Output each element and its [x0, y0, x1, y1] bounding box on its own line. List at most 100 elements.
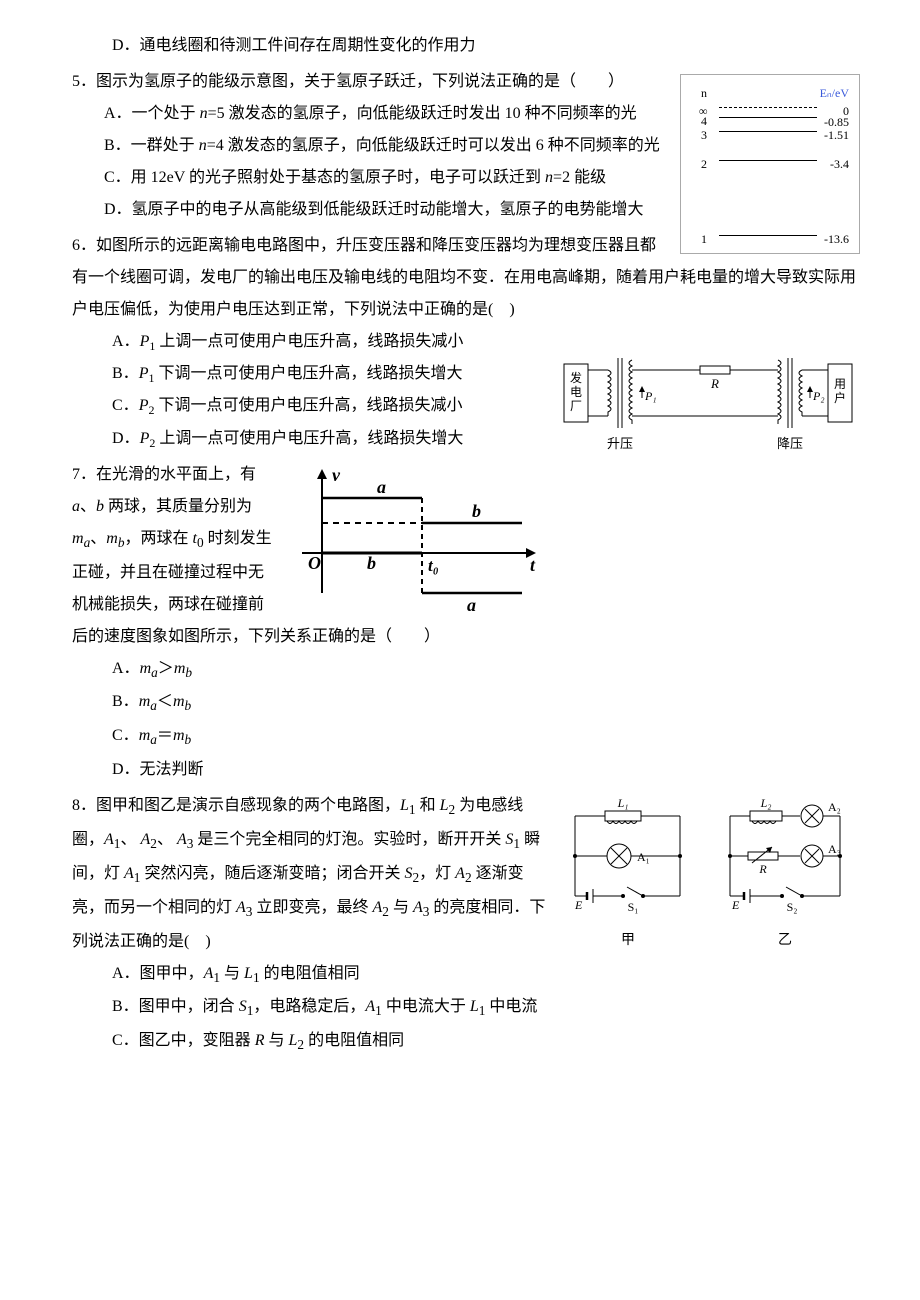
q7-option-d: D．无法判断: [72, 754, 552, 786]
q6c-P: P: [139, 397, 149, 414]
q4-option-d: D．通电线圈和待测工件间存在周期性变化的作用力: [72, 30, 860, 62]
q8-m5: 突然闪亮，随后逐渐变暗；闭合开关: [140, 865, 404, 882]
q7-option-c: C．ma＝mb: [72, 720, 552, 754]
svg-plant2: 电: [570, 385, 582, 399]
lvl-1-n: 1: [701, 227, 707, 251]
q5c-mid: =2 能级: [553, 169, 606, 186]
svg-text:t: t: [530, 555, 536, 575]
lvl-3-n: 3: [701, 123, 707, 147]
q8a-pre: A．图甲中，: [112, 965, 204, 982]
q5c-n: n: [545, 169, 553, 186]
q8c-post: 的电阻值相同: [304, 1032, 404, 1049]
q8c-mid: 与: [264, 1032, 288, 1049]
svg-text:A₁: A₁: [637, 850, 650, 864]
q5a-pre: A．一个处于: [104, 105, 200, 122]
svg-text:b: b: [367, 553, 376, 573]
q5: n Eₙ/eV ∞ 0 4 -0.85 3 -1.51 2 -3.4 1 -13…: [72, 66, 860, 226]
lvl-1-line: [719, 235, 817, 236]
q7-pre: 7．在光滑的水平面上，有: [72, 466, 256, 483]
q6d-post: 上调一点可使用户电压升高，线路损失增大: [155, 430, 463, 447]
q8b-post: 中电流: [485, 998, 537, 1015]
q8-m8: 立即变亮，最终: [252, 899, 372, 916]
q7b-pre: B．: [112, 693, 139, 710]
q8-m3: 是三个完全相同的灯泡。实验时，断开开关: [193, 831, 505, 848]
q7a-pre: A．: [112, 660, 140, 677]
q7-a: a: [72, 498, 80, 515]
q5b-mid: =4 激发态的氢原子，向低能级跃迁时可以发出 6 种不同频率的光: [207, 137, 660, 154]
lvl-4-line: [719, 117, 817, 118]
q8c-R: R: [255, 1032, 265, 1049]
lvl-3-line: [719, 131, 817, 132]
q6b-P: P: [139, 365, 149, 382]
q7-b: b: [96, 498, 104, 515]
svg-plant1: 发: [570, 370, 582, 385]
q6c-pre: C．: [112, 397, 139, 414]
lvl-inf-line: [719, 107, 817, 108]
q6d-P: P: [140, 430, 150, 447]
svg-plant3: 厂: [570, 399, 582, 413]
self-inductance-circuits: L₁ S₁ E: [560, 796, 860, 956]
q8c-pre: C．图乙中，变阻器: [112, 1032, 255, 1049]
svg-text:S₁: S₁: [628, 900, 639, 914]
svg-text:L₁: L₁: [617, 796, 629, 810]
q6: 6．如图所示的远距离输电电路图中，升压变压器和降压变压器均为理想变压器且都有一个…: [72, 230, 860, 455]
q8-pre: 8．图甲和图乙是演示自感现象的两个电路图，: [72, 797, 400, 814]
lvl-1-E: -13.6: [824, 227, 849, 251]
q7-m2: 两球，其质量分别为: [104, 498, 252, 515]
svg-text:P₂: P₂: [812, 389, 825, 403]
svg-text:R: R: [758, 862, 767, 876]
svg-text:P₁: P₁: [644, 389, 657, 403]
q8-option-b: B．图甲中，闭合 S1，电路稳定后，A1 中电流大于 L1 中电流: [72, 991, 860, 1025]
q8-option-c: C．图乙中，变阻器 R 与 L2 的电阻值相同: [72, 1025, 860, 1059]
q8-m9: 与: [389, 899, 413, 916]
velocity-diagram-wrap: v t O a a b b t₀ 线: [274, 459, 552, 613]
svg-text:乙: 乙: [778, 932, 792, 948]
lvl-2-E: -3.4: [830, 152, 849, 176]
svg-text:E: E: [574, 898, 583, 912]
svg-text:升压: 升压: [607, 436, 633, 451]
svg-text:降压: 降压: [777, 436, 803, 451]
q7-option-a: A．ma＞mb: [72, 653, 552, 687]
velocity-graph: v t O a a b b t₀: [282, 463, 552, 613]
q8b-m2: 中电流大于: [382, 998, 470, 1015]
transformer-diagram: 发 电 厂 P₁ R: [560, 330, 860, 460]
q8a-mid: 与: [220, 965, 244, 982]
q6a-P: P: [140, 333, 150, 350]
svg-text:用: 用: [834, 377, 846, 391]
svg-text:a: a: [467, 595, 476, 613]
q8b-m1: ，电路稳定后，: [253, 998, 365, 1015]
q7: v t O a a b b t₀ 线 7．在光滑的水平面上，有 a、b: [72, 459, 552, 786]
q8-m2c: 、: [157, 831, 177, 848]
q7-m3: 、: [90, 530, 106, 547]
q5c-pre: C．用 12eV 的光子照射处于基态的氢原子时，电子可以跃迁到: [104, 169, 545, 186]
q6c-post: 下调一点可使用户电压升高，线路损失减小: [154, 397, 462, 414]
energy-level-diagram: n Eₙ/eV ∞ 0 4 -0.85 3 -1.51 2 -3.4 1 -13…: [680, 74, 860, 254]
svg-text:t₀: t₀: [428, 556, 439, 575]
q8-m6: ，灯: [419, 865, 455, 882]
q8-m1: 和: [416, 797, 440, 814]
svg-text:a: a: [377, 477, 386, 497]
q7-m1: 、: [80, 498, 96, 515]
lvl-2-n: 2: [701, 152, 707, 176]
q6a-pre: A．: [112, 333, 140, 350]
svg-text:户: 户: [834, 390, 846, 405]
svg-text:S₂: S₂: [787, 900, 798, 914]
svg-text:O: O: [308, 553, 321, 573]
svg-text:L₂: L₂: [760, 796, 772, 810]
q5b-n: n: [199, 137, 207, 154]
q7-m4: ，两球在: [124, 530, 192, 547]
q6b-post: 下调一点可使用户电压升高，线路损失增大: [154, 365, 462, 382]
svg-text:b: b: [472, 501, 481, 521]
svg-text:E: E: [731, 898, 740, 912]
q7c-pre: C．: [112, 727, 139, 744]
q6a-post: 上调一点可使用户电压升高，线路损失减小: [155, 333, 463, 350]
q6b-pre: B．: [112, 365, 139, 382]
lvl-3-E: -1.51: [824, 123, 849, 147]
q8b-pre: B．图甲中，闭合: [112, 998, 239, 1015]
q8-m2b: 、: [120, 831, 140, 848]
lvl-2-line: [719, 160, 817, 161]
q5a-n: n: [200, 105, 208, 122]
q8a-post: 的电阻值相同: [260, 965, 360, 982]
svg-text:R: R: [710, 376, 719, 391]
q7-option-b: B．ma＜mb: [72, 686, 552, 720]
